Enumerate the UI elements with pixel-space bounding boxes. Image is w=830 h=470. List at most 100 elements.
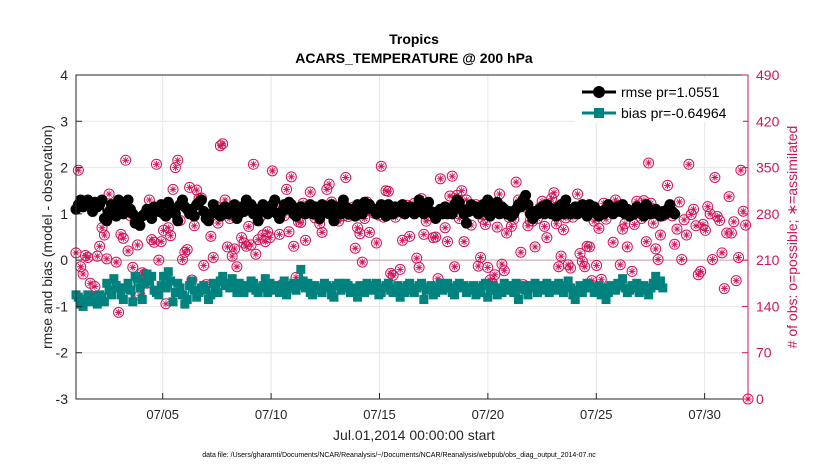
obs-count-point bbox=[283, 226, 295, 238]
legend-bias-marker bbox=[594, 108, 604, 118]
y-left-tick-label: -1 bbox=[56, 298, 69, 314]
bias-point bbox=[596, 290, 606, 300]
obs-count-point bbox=[148, 236, 160, 248]
obs-count-point bbox=[654, 229, 666, 241]
bias-point bbox=[431, 288, 441, 298]
obs-count-point bbox=[676, 253, 688, 265]
obs-count-point bbox=[489, 269, 501, 281]
bias-point bbox=[357, 283, 367, 293]
obs-count-point bbox=[413, 261, 425, 273]
obs-count-point bbox=[697, 218, 709, 230]
bias-point bbox=[163, 267, 173, 277]
bias-point bbox=[156, 281, 166, 291]
bias-point bbox=[615, 281, 625, 291]
bias-point bbox=[301, 283, 311, 293]
obs-count-point bbox=[169, 162, 181, 174]
rmse-point bbox=[269, 194, 281, 206]
bias-point bbox=[282, 290, 292, 300]
bias-point bbox=[230, 281, 240, 291]
bias-point bbox=[476, 288, 486, 298]
obs-count-point bbox=[714, 214, 726, 226]
data-file-footnote: data file: /Users/gharamti/Documents/NCA… bbox=[202, 452, 596, 459]
obs-count-point bbox=[371, 237, 383, 249]
bias-point bbox=[459, 281, 469, 291]
obs-count-point bbox=[725, 227, 737, 239]
obs-count-point bbox=[349, 242, 361, 254]
bias-point bbox=[125, 285, 135, 295]
bias-point bbox=[144, 276, 154, 286]
bias-point bbox=[78, 301, 88, 311]
bias-point bbox=[343, 281, 353, 291]
rmse-point bbox=[172, 215, 184, 227]
y-right-tick-label: 210 bbox=[756, 252, 780, 268]
y-axis-right: 0 70 140 210 280 350 420 490 bbox=[742, 67, 780, 407]
rmse-point bbox=[522, 199, 534, 211]
obs-count-point bbox=[98, 229, 110, 241]
obs-count-point bbox=[441, 236, 453, 248]
obs-count-point bbox=[446, 170, 458, 182]
obs-count-point bbox=[673, 196, 685, 208]
bias-point bbox=[618, 274, 628, 284]
obs-count-point bbox=[155, 236, 167, 248]
bias-point bbox=[170, 288, 180, 298]
obs-count-point bbox=[184, 181, 196, 193]
obs-count-point bbox=[288, 240, 300, 252]
bias-point bbox=[566, 283, 576, 293]
bias-point bbox=[495, 283, 505, 293]
bias-point bbox=[277, 283, 287, 293]
bias-point bbox=[450, 290, 460, 300]
bias-point bbox=[454, 278, 464, 288]
obs-count-point bbox=[217, 138, 229, 150]
y-axis-left-label: rmse and bias (model - observation) bbox=[39, 125, 55, 349]
bias-point bbox=[599, 283, 609, 293]
obs-count-point bbox=[662, 179, 674, 191]
bias-point bbox=[123, 278, 133, 288]
legend: rmse pr=1.0551 bias pr=-0.64964 bbox=[575, 78, 743, 122]
bias-point bbox=[561, 281, 571, 291]
obs-count-point bbox=[150, 158, 162, 170]
bias-point bbox=[513, 294, 523, 304]
bias-point bbox=[487, 281, 497, 291]
bias-point bbox=[532, 288, 542, 298]
x-tick-label: 07/05 bbox=[146, 407, 179, 422]
bias-point bbox=[253, 288, 263, 298]
obs-count-point bbox=[404, 230, 416, 242]
bias-point bbox=[137, 294, 147, 304]
bias-point bbox=[258, 281, 268, 291]
bias-point bbox=[641, 285, 651, 295]
obs-count-point bbox=[340, 171, 352, 183]
bias-point bbox=[140, 278, 150, 288]
bias-point bbox=[104, 285, 114, 295]
obs-count-point bbox=[247, 158, 259, 170]
obs-count-point bbox=[555, 250, 567, 262]
x-tick-label: 07/10 bbox=[255, 407, 288, 422]
bias-point bbox=[466, 285, 476, 295]
bias-point bbox=[506, 283, 516, 293]
obs-count-point bbox=[579, 261, 591, 273]
obs-count-point bbox=[266, 165, 278, 177]
bias-point bbox=[497, 288, 507, 298]
obs-count-point bbox=[593, 222, 605, 234]
bias-point bbox=[483, 292, 493, 302]
obs-count-point bbox=[565, 262, 577, 274]
bias-point bbox=[329, 292, 339, 302]
bias-point bbox=[502, 285, 512, 295]
rmse-point bbox=[560, 194, 572, 206]
obs-count-point bbox=[375, 160, 387, 172]
obs-count-point bbox=[72, 164, 84, 176]
bias-point bbox=[610, 285, 620, 295]
obs-count-point bbox=[250, 248, 262, 260]
obs-count-point bbox=[539, 220, 551, 232]
obs-count-point bbox=[723, 191, 735, 203]
obs-count-point bbox=[458, 236, 470, 248]
bias-point bbox=[85, 297, 95, 307]
bias-point bbox=[182, 294, 192, 304]
bias-point bbox=[291, 285, 301, 295]
bias-point bbox=[364, 281, 374, 291]
bias-point bbox=[419, 294, 429, 304]
bias-point bbox=[147, 271, 157, 281]
obs-count-point bbox=[91, 250, 103, 262]
obs-count-point bbox=[89, 281, 101, 293]
obs-count-point bbox=[188, 220, 200, 232]
bias-point bbox=[653, 281, 663, 291]
